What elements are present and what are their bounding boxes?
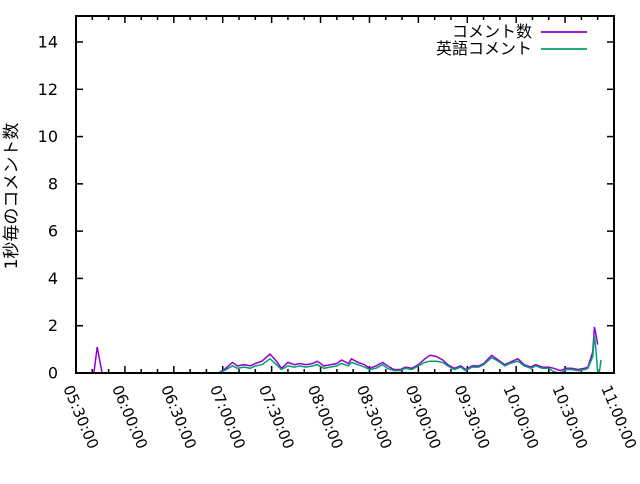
axis-ticks: 05:30:00 06:00:00 06:30:00 07:00:00 07:30:00… xyxy=(38,16,640,452)
x-tick-label: 05:30:00 xyxy=(59,383,102,452)
y-axis-title: 1秒毎のコメント数 xyxy=(2,123,22,270)
x-tick-label: 10:30:00 xyxy=(548,383,591,452)
legend-label-comments: コメント数 xyxy=(452,22,532,41)
legend-item: 英語コメント xyxy=(436,39,587,58)
plot-border xyxy=(75,15,615,374)
x-tick-label: 06:30:00 xyxy=(157,383,200,452)
x-tick-label: 10:00:00 xyxy=(499,383,542,452)
x-tick-label: 07:30:00 xyxy=(255,383,298,452)
y-tick-label: 14 xyxy=(38,33,58,52)
y-tick-label: 2 xyxy=(48,316,58,335)
y-tick-label: 10 xyxy=(38,127,58,146)
x-tick-label: 08:00:00 xyxy=(304,383,347,452)
x-tick-label: 09:30:00 xyxy=(451,383,494,452)
x-tick-label: 08:30:00 xyxy=(353,383,396,452)
y-tick-label: 4 xyxy=(48,269,58,288)
legend-item: コメント数 xyxy=(452,22,587,41)
y-tick-label: 0 xyxy=(48,364,58,383)
x-tick-label: 07:00:00 xyxy=(206,383,249,452)
y-tick-label: 12 xyxy=(38,80,58,99)
x-tick-label: 06:00:00 xyxy=(108,383,151,452)
y-tick-label: 6 xyxy=(48,222,58,241)
data-series xyxy=(93,326,602,374)
x-tick-label: 09:00:00 xyxy=(402,383,445,452)
series-line-0 xyxy=(93,326,599,374)
legend-label-english-comments: 英語コメント xyxy=(436,39,532,58)
x-tick-label: 11:00:00 xyxy=(597,383,640,452)
y-tick-label: 8 xyxy=(48,174,58,193)
legend: コメント数 英語コメント xyxy=(436,22,587,58)
